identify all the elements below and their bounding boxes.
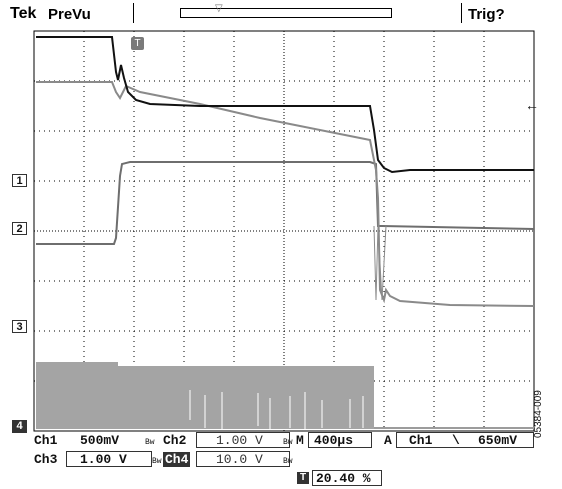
ch4-label[interactable]: Ch4	[163, 452, 191, 467]
divider	[461, 3, 462, 23]
trigger-level[interactable]: 650mV	[478, 433, 518, 448]
bw-limit-icon: Bw	[152, 457, 162, 466]
ch1-label: Ch1	[34, 433, 58, 448]
ch1-ground-marker[interactable]: 1	[12, 174, 27, 187]
timebase-box[interactable]	[308, 432, 372, 448]
trigger-box[interactable]	[396, 432, 534, 448]
trigger-position-icon: ▽	[215, 3, 223, 14]
ch2-ground-marker[interactable]: 2	[12, 222, 27, 235]
trigger-level-arrow-icon[interactable]: ←	[525, 97, 539, 113]
ch3-scale[interactable]: 1.00 V	[80, 452, 127, 467]
trigger-status: Trig?	[468, 6, 505, 23]
ch4-ground-marker[interactable]: 4	[12, 420, 27, 433]
ch2-label: Ch2	[163, 433, 187, 448]
trigger-slope-icon: \	[452, 433, 460, 448]
ch4-waveform	[36, 362, 534, 429]
trigger-position-box[interactable]	[312, 470, 382, 486]
ch4-scale[interactable]: 10.0 V	[216, 452, 263, 467]
graticule-center-axes	[34, 31, 534, 431]
timebase[interactable]: 400µs	[314, 433, 354, 448]
divider	[133, 3, 134, 23]
ch3-label: Ch3	[34, 452, 58, 467]
ch3-ground-marker[interactable]: 3	[12, 320, 27, 333]
record-length-indicator	[180, 8, 392, 18]
top-status-bar: Tek PreVu ▽ Trig?	[0, 0, 562, 30]
ch3-scale-box[interactable]	[66, 451, 152, 467]
ch4-scale-box[interactable]	[196, 451, 290, 467]
bw-limit-icon: Bw	[145, 438, 155, 447]
ch2-waveform	[36, 81, 535, 307]
figure-id: 05384-009	[533, 390, 544, 438]
ch1-scale[interactable]: 500mV	[80, 433, 120, 448]
trigger-label: A	[384, 433, 392, 448]
bw-limit-icon: Bw	[283, 438, 293, 447]
ch2-ringing	[373, 225, 387, 301]
bw-limit-icon: Bw	[283, 457, 293, 466]
trigger-source[interactable]: Ch1	[409, 433, 433, 448]
ch2-scale-box[interactable]	[196, 432, 290, 448]
brand-logo: Tek	[10, 5, 37, 22]
timebase-label: M	[296, 433, 304, 448]
ch2-scale[interactable]: 1.00 V	[216, 433, 263, 448]
trigger-position[interactable]: 20.40 %	[316, 471, 371, 486]
acquisition-mode: PreVu	[48, 6, 91, 23]
trigger-marker[interactable]: T	[131, 37, 144, 50]
ch1-waveform	[36, 36, 534, 174]
trigger-position-icon: T	[297, 472, 309, 484]
